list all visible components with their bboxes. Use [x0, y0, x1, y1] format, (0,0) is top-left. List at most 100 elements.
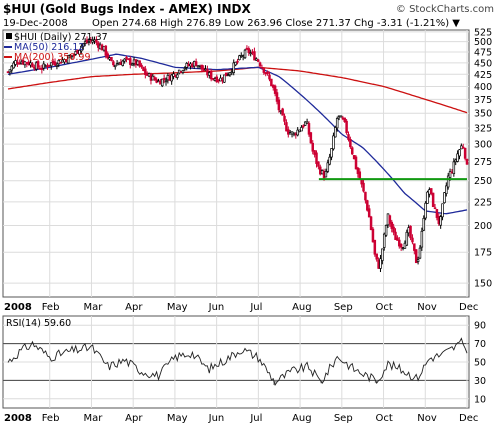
- candle-body: [443, 192, 446, 204]
- candle-body: [211, 78, 215, 80]
- candle-body: [130, 63, 134, 66]
- candle-body: [337, 115, 341, 118]
- candle-body: [34, 62, 38, 70]
- price-legend-swatch: [6, 33, 12, 39]
- candle-body: [38, 67, 42, 70]
- candle-body: [110, 57, 113, 62]
- candle-body: [174, 74, 177, 77]
- candle-body: [223, 74, 226, 83]
- rsi-x-tick-label: Dec: [459, 413, 478, 424]
- candle-body: [102, 46, 106, 51]
- rsi-oversold-area: [367, 380, 370, 382]
- candle-body: [392, 226, 395, 233]
- candle-body: [181, 69, 185, 73]
- stockcharts-credit: © StockCharts.com: [396, 4, 494, 15]
- candle-body: [123, 58, 126, 62]
- candle-body: [426, 191, 429, 204]
- candle-body: [319, 166, 322, 175]
- candle-body: [396, 237, 399, 241]
- candle-body: [145, 72, 149, 76]
- price-tick-label: 225: [474, 197, 492, 208]
- rsi-x-tick-label: Sep: [334, 413, 353, 424]
- candle-body: [335, 118, 339, 129]
- candle-body: [215, 76, 219, 83]
- candle-body: [66, 55, 70, 64]
- candle-body: [258, 62, 262, 67]
- candle-body: [328, 156, 331, 165]
- price-legend: $HUI (Daily) 271.37 MA(50) 216.12 MA(200…: [4, 32, 108, 63]
- candle-body: [339, 115, 343, 118]
- price-panel: 150 175 200 225 250 275 300 325 350 375 4004254504…: [2, 27, 492, 298]
- candle-body: [317, 161, 320, 167]
- price-tick-label: 275: [474, 157, 492, 168]
- rsi-x-tick-label: Oct: [376, 413, 393, 424]
- candle-body: [414, 249, 418, 264]
- candle-body: [217, 79, 220, 82]
- ma50-line: [7, 53, 468, 215]
- candle-body: [288, 132, 292, 135]
- candle-body: [31, 63, 34, 68]
- candle-body: [418, 247, 422, 259]
- candle-body: [42, 63, 45, 69]
- candle-body: [384, 225, 388, 236]
- rsi-x-tick-label: Jul: [249, 413, 262, 424]
- candle-body: [386, 213, 390, 226]
- price-tick-label: 200: [474, 221, 492, 232]
- candle-body: [271, 84, 275, 88]
- candle-body: [206, 68, 209, 76]
- candle-body: [208, 72, 211, 76]
- candle-body: [142, 66, 145, 71]
- candle-body: [446, 175, 450, 188]
- candle-body: [341, 117, 345, 120]
- candle-body: [422, 217, 425, 231]
- price-x-tick-label: Mar: [83, 302, 103, 313]
- candle-body: [185, 62, 188, 68]
- candle-body: [10, 65, 14, 71]
- candle-body: [428, 189, 431, 195]
- candle-body: [234, 61, 237, 66]
- candle-body: [300, 127, 303, 132]
- candle-body: [183, 67, 187, 70]
- candle-body: [44, 65, 47, 67]
- candle-body: [290, 131, 294, 135]
- rsi-tick-label: 70: [474, 339, 486, 350]
- price-tick-label: 300: [474, 140, 492, 151]
- candle-body: [198, 64, 202, 67]
- candle-body: [240, 55, 243, 57]
- price-tick-label: 450: [474, 58, 492, 69]
- candle-body: [347, 134, 350, 140]
- candle-body: [366, 200, 369, 211]
- candle-body: [59, 61, 62, 64]
- candle-body: [381, 248, 384, 261]
- candle-body: [232, 62, 235, 73]
- price-tick-label: 375: [474, 95, 492, 106]
- candle-body: [362, 182, 365, 192]
- candle-body: [33, 66, 36, 69]
- candle-body: [416, 259, 420, 262]
- ma200-series: [7, 66, 468, 114]
- candle-body: [8, 69, 12, 73]
- price-x-tick-label: Feb: [42, 302, 60, 313]
- candle-body: [50, 62, 53, 67]
- candle-body: [285, 122, 288, 132]
- candle-body: [119, 62, 123, 65]
- candle-body: [413, 243, 416, 251]
- candle-body: [55, 64, 59, 67]
- candle-body: [294, 133, 298, 136]
- candle-body: [441, 203, 444, 218]
- candle-body: [170, 74, 173, 82]
- candle-body: [12, 62, 15, 69]
- candle-body: [377, 259, 380, 269]
- rsi-label: RSI(14) 59.60: [6, 318, 71, 329]
- candle-body: [136, 60, 140, 65]
- candle-body: [454, 159, 457, 163]
- candle-body: [249, 52, 252, 55]
- candle-body: [209, 70, 213, 80]
- price-legend-label: $HUI (Daily) 271.37: [14, 32, 108, 43]
- candle-body: [452, 161, 456, 175]
- candle-body: [409, 225, 412, 239]
- candle-body: [407, 227, 410, 234]
- price-tick-label: 350: [474, 109, 492, 120]
- candle-body: [134, 59, 138, 66]
- price-axis: 150 175 200 225 250 275 300 325 350 375 4004254504…: [474, 27, 492, 289]
